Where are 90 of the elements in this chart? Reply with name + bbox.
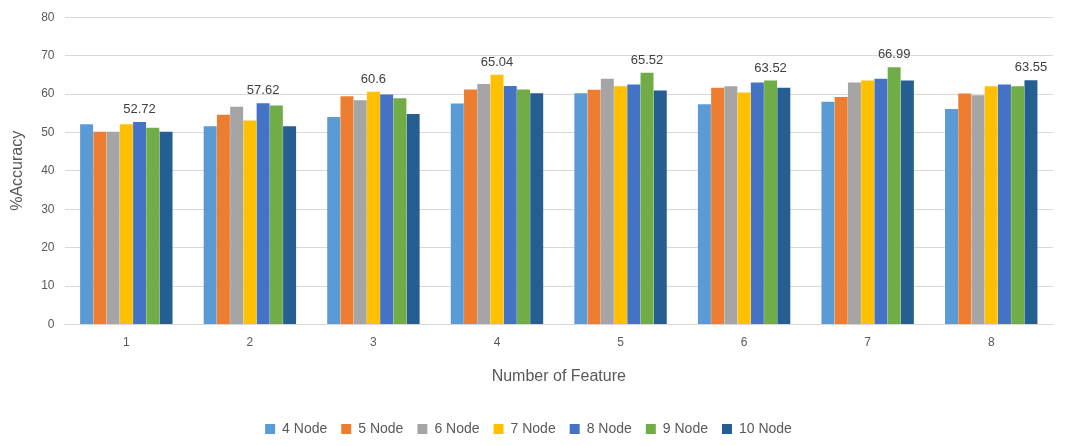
- data-label: 65.04: [480, 53, 514, 69]
- bar: [256, 103, 270, 324]
- bar: [861, 80, 875, 324]
- bar: [764, 80, 778, 324]
- legend-label: 6 Node: [434, 419, 480, 436]
- bar: [750, 82, 764, 324]
- bar: [146, 127, 160, 324]
- legend-label: 4 Node: [282, 419, 328, 436]
- bar: [1024, 80, 1038, 324]
- y-axis-title: %Accuracy: [8, 130, 26, 211]
- y-tick-label: 80: [41, 9, 55, 24]
- y-tick-label: 50: [41, 124, 55, 139]
- bar: [80, 124, 94, 324]
- bar: [653, 90, 667, 324]
- y-tick-label: 20: [41, 239, 55, 254]
- y-tick-label: 70: [41, 47, 55, 62]
- bar: [477, 84, 491, 324]
- bar: [269, 105, 283, 324]
- bar: [614, 86, 628, 324]
- bar: [93, 131, 107, 324]
- legend-label: 8 Node: [586, 419, 633, 436]
- y-tick-label: 30: [41, 201, 55, 216]
- bar: [340, 96, 354, 324]
- x-axis-title: Number of Feature: [491, 366, 627, 384]
- bar: [450, 103, 464, 324]
- x-tick-label: 3: [370, 334, 378, 349]
- data-label: 63.52: [754, 59, 787, 75]
- legend-label: 10 Node: [738, 419, 793, 436]
- legend-label: 7 Node: [510, 419, 556, 436]
- x-tick-label: 7: [864, 334, 872, 349]
- bar: [600, 78, 614, 324]
- bar: [159, 131, 173, 324]
- bar: [530, 93, 544, 324]
- bar: [327, 117, 341, 324]
- x-tick-label: 6: [740, 334, 748, 349]
- bar: [133, 121, 147, 324]
- bar: [640, 72, 654, 324]
- legend-label: 5 Node: [358, 419, 404, 436]
- bar: [874, 78, 888, 324]
- bar: [574, 93, 588, 324]
- bar: [697, 104, 711, 324]
- bar: [847, 82, 861, 324]
- bar: [106, 131, 120, 324]
- bar: [516, 89, 530, 324]
- bar: [997, 84, 1011, 324]
- bar: [587, 89, 601, 324]
- bar: [711, 87, 725, 324]
- y-tick-label: 60: [41, 86, 55, 101]
- bar: [834, 97, 848, 324]
- bar: [366, 91, 380, 324]
- bar: [283, 126, 297, 324]
- bar: [627, 84, 641, 324]
- bar: [1011, 86, 1025, 324]
- x-tick-label: 1: [122, 334, 130, 349]
- data-label: 52.72: [123, 101, 156, 117]
- bar: [887, 67, 901, 324]
- bar: [243, 120, 257, 324]
- bar: [737, 92, 751, 324]
- x-tick-label: 2: [246, 334, 254, 349]
- bar: [203, 126, 217, 324]
- bar: [900, 80, 914, 324]
- data-label: 57.62: [246, 82, 280, 98]
- bar: [119, 124, 133, 324]
- bar: [724, 86, 738, 324]
- bar: [490, 74, 504, 324]
- x-tick-label: 4: [493, 334, 501, 349]
- bar: [393, 98, 407, 324]
- bar: [971, 95, 985, 324]
- bar: [216, 114, 230, 324]
- bar: [821, 101, 835, 324]
- x-tick-label: 8: [987, 334, 995, 349]
- bar: [464, 89, 478, 324]
- bar: [945, 108, 958, 324]
- data-label: 60.6: [360, 70, 387, 86]
- bar: [230, 106, 244, 324]
- data-label: 63.55: [1014, 59, 1048, 75]
- bar: [777, 87, 791, 324]
- legend-label: 9 Node: [662, 419, 709, 436]
- bar: [380, 94, 394, 324]
- bar: [503, 85, 517, 324]
- bar: [406, 113, 420, 324]
- data-label: 65.52: [630, 51, 664, 67]
- y-tick-label: 0: [47, 316, 55, 331]
- y-tick-label: 40: [41, 163, 55, 178]
- bar: [958, 93, 972, 324]
- bar: [353, 100, 367, 324]
- bar: [984, 86, 998, 324]
- y-tick-label: 10: [41, 278, 55, 293]
- data-label: 66.99: [877, 46, 911, 62]
- x-tick-label: 5: [617, 334, 625, 349]
